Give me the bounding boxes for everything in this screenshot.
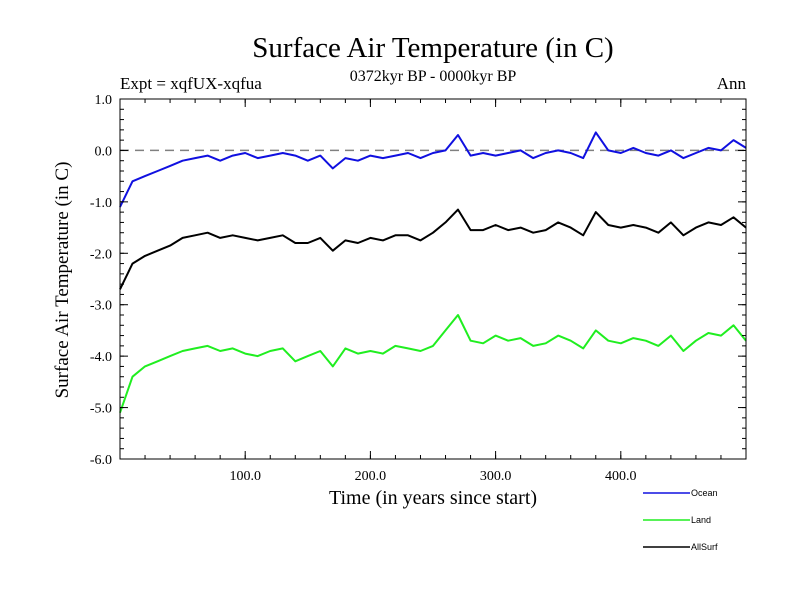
series-line-allsurf (119, 208, 747, 290)
y-axis-label: Surface Air Temperature (in C) (52, 162, 73, 399)
y-tick-label: 0.0 (95, 144, 113, 159)
x-tick-label: 200.0 (355, 469, 387, 484)
x-tick-label: 100.0 (229, 469, 261, 484)
x-tick-label: 300.0 (480, 469, 512, 484)
y-tick-label: -4.0 (90, 350, 112, 365)
chart-subtitle: 0372kyr BP - 0000kyr BP (350, 68, 517, 85)
chart-title: Surface Air Temperature (in C) (252, 32, 613, 64)
legend-label-allsurf: AllSurf (691, 542, 718, 552)
y-tick-label: -6.0 (90, 453, 112, 468)
y-tick-label: -1.0 (90, 196, 112, 211)
legend-label-ocean: Ocean (691, 488, 718, 498)
y-tick-label: -2.0 (90, 247, 112, 262)
y-tick-label: -5.0 (90, 402, 112, 417)
legend-label-land: Land (691, 515, 711, 525)
x-tick-label: 400.0 (605, 469, 637, 484)
series-line-land (119, 314, 747, 414)
y-tick-label: 1.0 (95, 93, 113, 108)
plot-frame (119, 98, 747, 460)
y-tick-label: -3.0 (90, 299, 112, 314)
series-line-ocean (119, 131, 747, 208)
x-axis-label: Time (in years since start) (329, 487, 537, 509)
experiment-label: Expt = xqfUX-xqfua (120, 74, 262, 93)
season-label: Ann (717, 74, 747, 93)
